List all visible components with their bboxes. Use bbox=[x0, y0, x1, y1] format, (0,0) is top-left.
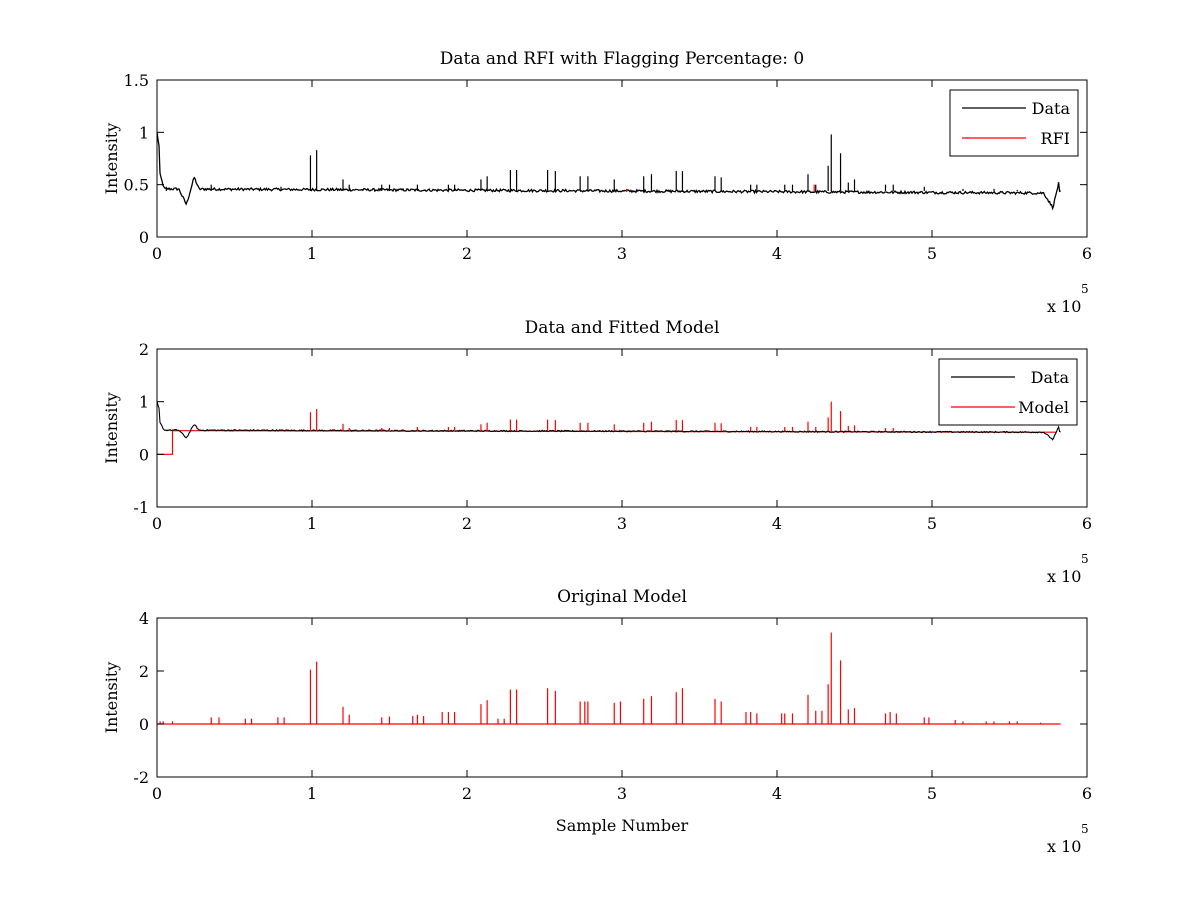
x-tick-label: 0 bbox=[152, 514, 162, 533]
x-tick-label: 3 bbox=[617, 244, 627, 263]
y-tick-label: 1 bbox=[139, 393, 149, 412]
legend: Data Model bbox=[938, 358, 1078, 426]
y-tick-label: -1 bbox=[133, 498, 149, 517]
y-tick-label: 2 bbox=[139, 662, 149, 681]
y-tick-label: 4 bbox=[139, 609, 149, 628]
x-tick-label: 5 bbox=[927, 514, 937, 533]
chart-title: Data and RFI with Flagging Percentage: 0 bbox=[440, 49, 804, 69]
x-exponent-power: 5 bbox=[1081, 282, 1089, 296]
plot-area bbox=[157, 632, 1061, 725]
legend-entry-label: Data bbox=[1031, 368, 1070, 387]
y-axis-label: Intensity bbox=[102, 392, 121, 464]
y-tick-label: 2 bbox=[139, 340, 149, 359]
y-tick-label: 0 bbox=[139, 445, 149, 464]
x-exponent-base: x 10 bbox=[1047, 567, 1081, 586]
chart-title: Data and Fitted Model bbox=[525, 318, 720, 338]
data-line bbox=[157, 131, 1061, 211]
y-tick-label: 0 bbox=[139, 228, 149, 247]
y-tick-label: -2 bbox=[133, 768, 149, 787]
x-tick-label: 1 bbox=[307, 784, 317, 803]
plot-area bbox=[157, 131, 1061, 211]
x-exponent-power: 5 bbox=[1081, 822, 1089, 836]
x-tick-label: 3 bbox=[617, 514, 627, 533]
x-tick-label: 5 bbox=[927, 784, 937, 803]
x-tick-label: 3 bbox=[617, 784, 627, 803]
x-tick-label: 6 bbox=[1082, 514, 1092, 533]
x-tick-label: 1 bbox=[307, 244, 317, 263]
x-tick-label: 6 bbox=[1082, 784, 1092, 803]
x-tick-label: 1 bbox=[307, 514, 317, 533]
legend-entry-label: Model bbox=[1018, 398, 1069, 417]
x-axis-label: Sample Number bbox=[556, 816, 689, 835]
y-axis-label: Intensity bbox=[102, 662, 121, 734]
x-tick-label: 2 bbox=[462, 244, 472, 263]
y-axis-label: Intensity bbox=[102, 123, 121, 195]
x-tick-label: 4 bbox=[772, 784, 782, 803]
legend: Data RFI bbox=[949, 89, 1079, 157]
data-line bbox=[157, 400, 1061, 441]
x-exponent-power: 5 bbox=[1081, 552, 1089, 566]
x-tick-label: 6 bbox=[1082, 244, 1092, 263]
y-tick-label: 0 bbox=[139, 715, 149, 734]
x-exponent-base: x 10 bbox=[1047, 297, 1081, 316]
legend-box bbox=[949, 89, 1079, 157]
x-tick-label: 0 bbox=[152, 244, 162, 263]
legend-box bbox=[938, 358, 1078, 426]
chart-title: Original Model bbox=[557, 587, 687, 607]
x-tick-label: 4 bbox=[772, 244, 782, 263]
x-tick-label: 5 bbox=[927, 244, 937, 263]
legend-entry-label: RFI bbox=[1041, 129, 1070, 148]
x-tick-label: 0 bbox=[152, 784, 162, 803]
plot-area bbox=[157, 400, 1061, 455]
x-tick-label: 4 bbox=[772, 514, 782, 533]
y-tick-label: 0.5 bbox=[124, 176, 149, 195]
x-tick-label: 2 bbox=[462, 784, 472, 803]
y-tick-label: 1.5 bbox=[124, 71, 149, 90]
legend-entry-label: Data bbox=[1032, 99, 1071, 118]
x-tick-label: 2 bbox=[462, 514, 472, 533]
y-tick-label: 1 bbox=[139, 123, 149, 142]
x-exponent-base: x 10 bbox=[1047, 837, 1081, 856]
